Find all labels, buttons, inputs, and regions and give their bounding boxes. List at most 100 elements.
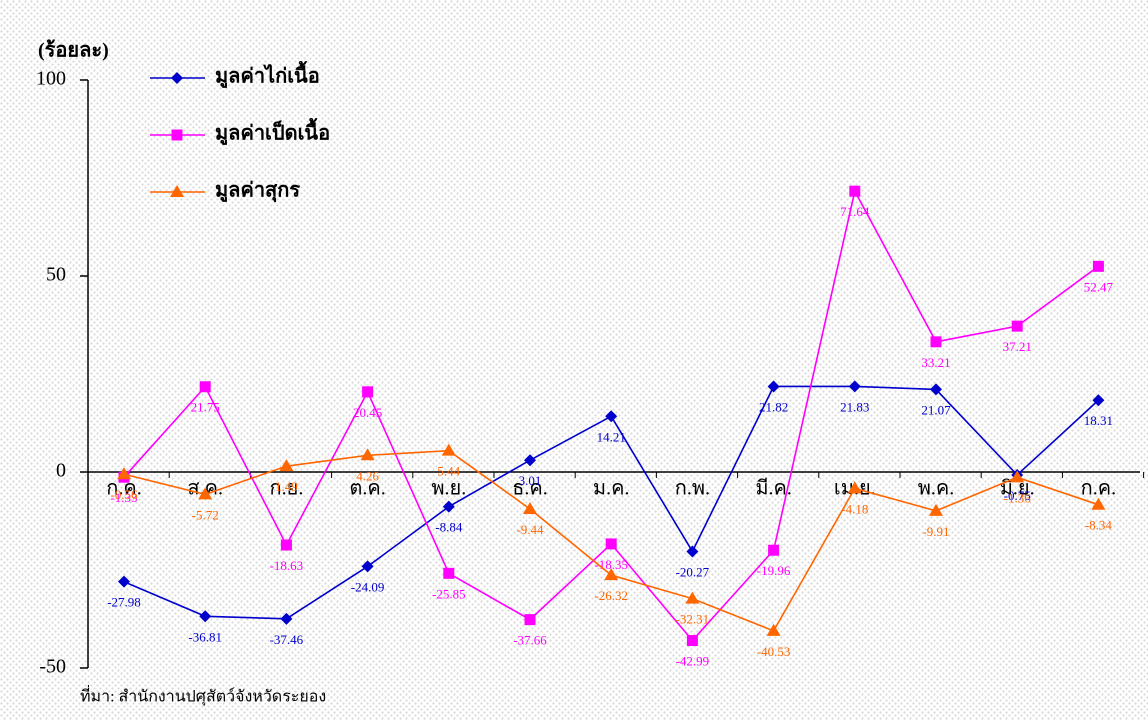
marker [441, 443, 456, 456]
marker [1092, 260, 1104, 272]
marker [686, 545, 699, 558]
marker [1011, 320, 1023, 332]
data-label: -1.36 [1004, 490, 1032, 505]
data-label: -8.34 [1085, 518, 1113, 533]
data-label: -0.75 [1004, 488, 1031, 503]
marker [1091, 497, 1106, 510]
legend-label: มูลค่าสุกร [215, 180, 300, 204]
x-tick-label: ก.ค. [106, 478, 142, 500]
marker [524, 454, 536, 467]
marker [523, 502, 537, 515]
marker [279, 459, 294, 472]
data-label: -26.32 [594, 588, 628, 603]
x-tick-label: ก.ย. [269, 478, 303, 500]
x-tick-label: มิ.ย. [1000, 478, 1035, 500]
data-label: 4.26 [356, 468, 379, 483]
marker [360, 448, 375, 461]
data-label: -19.96 [757, 563, 791, 578]
marker [199, 610, 212, 623]
data-label: 14.21 [597, 429, 626, 444]
data-label: -5.72 [192, 507, 219, 522]
x-tick-label: พ.ย. [431, 478, 466, 500]
data-label: -37.46 [270, 632, 304, 647]
marker [280, 539, 292, 551]
x-tick-label: พ.ค. [918, 478, 955, 500]
data-label: -32.31 [676, 612, 710, 627]
marker [443, 567, 455, 579]
data-label: -42.99 [676, 654, 710, 669]
marker [524, 614, 536, 626]
data-label: 5.44 [437, 464, 460, 479]
marker [362, 386, 374, 398]
data-label: 21.82 [759, 399, 788, 414]
marker [685, 591, 700, 604]
marker [848, 380, 861, 393]
marker [849, 185, 861, 197]
marker [442, 500, 455, 513]
legend-label: มูลค่าไก่เนื้อ [215, 61, 320, 90]
data-label: 1.49 [275, 479, 298, 494]
x-tick-label: ก.ค. [1081, 478, 1117, 500]
x-tick-label: ก.พ. [675, 478, 710, 500]
data-label: -27.98 [107, 595, 141, 610]
data-label: -36.81 [188, 629, 222, 644]
marker [171, 72, 183, 84]
source: ที่มา: สำนักงานปศุสัตว์จังหวัดระยอง [80, 685, 326, 707]
data-label: -25.85 [432, 586, 466, 601]
x-tick-label: ธ.ค. [512, 478, 548, 500]
data-label: 33.21 [921, 355, 950, 370]
data-label: 18.31 [1084, 413, 1113, 428]
marker [1010, 470, 1025, 483]
marker [930, 336, 942, 348]
marker [118, 575, 130, 588]
marker [199, 381, 211, 393]
data-label: -8.84 [435, 520, 463, 535]
x-tick-label: มี.ค. [755, 478, 792, 500]
data-label: 3.01 [519, 473, 542, 488]
y-tick-label: 50 [46, 264, 66, 286]
marker [280, 612, 293, 625]
legend-label: มูลค่าเป็ดเนื้อ [215, 118, 330, 147]
marker [361, 560, 374, 573]
marker [170, 185, 184, 197]
marker [847, 481, 862, 494]
data-label: 21.07 [921, 402, 951, 417]
data-label: -1.33 [110, 490, 137, 505]
marker [1092, 394, 1105, 407]
x-tick-label: ต.ค. [349, 478, 385, 500]
marker [930, 383, 942, 396]
y-tick-label: 100 [36, 68, 66, 90]
data-label: -9.44 [516, 522, 544, 537]
data-label: -20.27 [676, 564, 710, 579]
marker [766, 623, 781, 636]
x-tick-label: ม.ค. [593, 478, 630, 500]
data-label: -37.66 [513, 633, 547, 648]
marker [604, 568, 619, 581]
data-label: 37.21 [1003, 339, 1032, 354]
marker [768, 544, 780, 556]
data-label: -24.09 [351, 579, 385, 594]
data-label: 21.83 [840, 399, 869, 414]
marker [171, 129, 183, 141]
data-label: 21.75 [191, 400, 220, 415]
data-label: -9.91 [922, 524, 949, 539]
data-label: -40.53 [757, 644, 791, 659]
marker [605, 410, 618, 423]
marker [117, 467, 131, 480]
data-label: 52.47 [1084, 279, 1114, 294]
data-label: -4.18 [841, 501, 868, 516]
y-tick-label: 0 [56, 460, 66, 482]
marker [198, 487, 213, 500]
data-label: -0.56 [110, 487, 138, 502]
y-axis-label: (ร้อยละ) [38, 39, 109, 62]
data-label: 71.64 [840, 204, 870, 219]
y-tick-label: -50 [39, 656, 66, 678]
data-label: -18.63 [270, 558, 304, 573]
marker [605, 538, 617, 550]
marker [686, 635, 698, 647]
data-label: 20.45 [353, 405, 382, 420]
marker [929, 503, 943, 516]
marker [767, 380, 780, 393]
